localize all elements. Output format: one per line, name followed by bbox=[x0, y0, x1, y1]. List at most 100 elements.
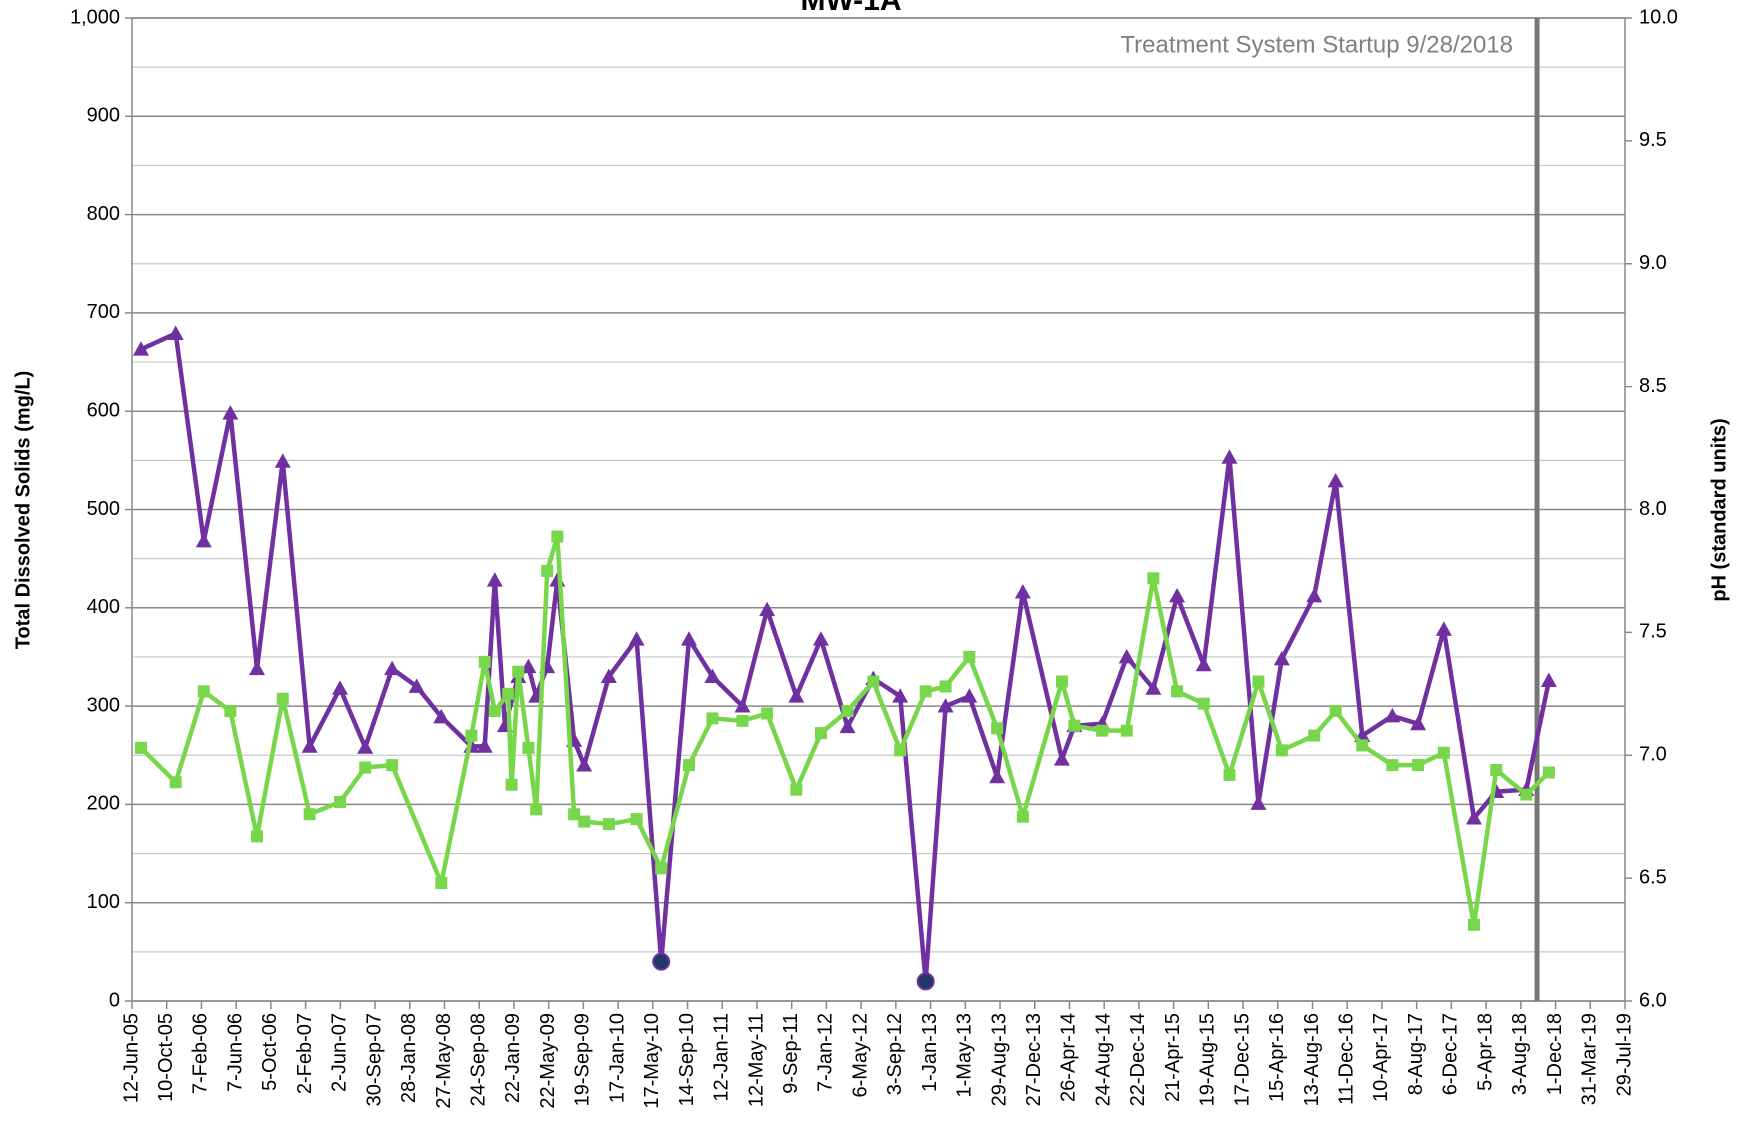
chart-title: MW-1A bbox=[800, 0, 901, 17]
y-tick-label: 300 bbox=[87, 694, 120, 716]
marker-square bbox=[963, 650, 976, 663]
marker-square bbox=[1275, 744, 1288, 757]
marker-square bbox=[276, 692, 289, 705]
marker-square bbox=[1520, 788, 1533, 801]
marker-square bbox=[919, 685, 932, 698]
marker-triangle bbox=[1306, 588, 1323, 603]
marker-square bbox=[814, 727, 827, 740]
y-tick-label: 0 bbox=[109, 989, 120, 1011]
y2-axis-label: pH (standard units) bbox=[1708, 418, 1730, 601]
marker-triangle bbox=[576, 757, 593, 772]
y2-tick-label: 9.0 bbox=[1639, 252, 1667, 274]
x-tick-label: 29-Aug-13 bbox=[988, 1013, 1010, 1106]
marker-square bbox=[541, 564, 554, 577]
marker-triangle bbox=[759, 601, 776, 617]
x-tick-label: 6-Dec-17 bbox=[1440, 1013, 1462, 1095]
marker-square bbox=[736, 714, 749, 727]
y2-tick-label: 7.5 bbox=[1639, 621, 1667, 643]
y2-tick-label: 8.0 bbox=[1639, 498, 1667, 520]
marker-square bbox=[1055, 675, 1068, 688]
marker-triangle bbox=[301, 738, 318, 753]
plot-frame bbox=[131, 17, 1626, 1002]
marker-square bbox=[1329, 705, 1342, 718]
x-tick-label: 19-Sep-09 bbox=[572, 1013, 594, 1106]
x-tick-label: 17-Dec-15 bbox=[1231, 1013, 1253, 1106]
marker-square bbox=[334, 795, 347, 808]
x-tick-label: 8-Aug-17 bbox=[1405, 1013, 1427, 1095]
marker-triangle bbox=[1145, 680, 1162, 695]
marker-triangle bbox=[600, 668, 617, 684]
x-tick-label: 7-Jan-12 bbox=[815, 1013, 837, 1092]
marker-triangle bbox=[222, 405, 239, 420]
marker-square bbox=[359, 761, 372, 774]
marker-square bbox=[488, 705, 501, 718]
marker-square bbox=[303, 808, 316, 821]
x-tick-label: 7-Jun-06 bbox=[224, 1013, 246, 1092]
marker-square bbox=[1171, 685, 1184, 698]
marker-triangle bbox=[1465, 810, 1482, 825]
marker-triangle bbox=[1435, 621, 1452, 636]
marker-square bbox=[1308, 729, 1321, 742]
marker-square bbox=[894, 744, 907, 757]
marker-square bbox=[1197, 697, 1210, 710]
x-tick-label: 22-May-09 bbox=[537, 1013, 559, 1109]
x-tick-label: 28-Jan-08 bbox=[398, 1013, 420, 1103]
marker-triangle bbox=[1250, 795, 1267, 810]
x-tick-label: 1-Dec-18 bbox=[1544, 1013, 1566, 1095]
marker-triangle bbox=[704, 668, 721, 684]
marker-square bbox=[1096, 724, 1109, 737]
marker-triangle bbox=[486, 572, 503, 587]
marker-nondetect bbox=[652, 952, 671, 971]
marker-triangle bbox=[274, 453, 291, 468]
x-tick-label: 21-Apr-15 bbox=[1162, 1013, 1184, 1102]
x-tick-label: 1-Jan-13 bbox=[919, 1013, 941, 1092]
y2-tick-label: 10.0 bbox=[1639, 6, 1678, 28]
marker-square bbox=[169, 776, 182, 789]
x-tick-label: 27-Dec-13 bbox=[1023, 1013, 1045, 1106]
x-tick-label: 12-Jun-05 bbox=[120, 1013, 142, 1103]
marker-square bbox=[761, 707, 774, 720]
y-tick-label: 600 bbox=[87, 399, 120, 421]
x-tick-label: 29-Jul-19 bbox=[1613, 1013, 1635, 1096]
x-tick-label: 31-Mar-19 bbox=[1579, 1013, 1601, 1105]
marker-triangle bbox=[1014, 584, 1031, 599]
x-tick-label: 7-Feb-06 bbox=[190, 1013, 212, 1094]
marker-square bbox=[1016, 810, 1029, 823]
marker-square bbox=[602, 818, 615, 831]
marker-square bbox=[551, 530, 564, 543]
marker-square bbox=[841, 705, 854, 718]
marker-square bbox=[505, 778, 518, 791]
marker-square bbox=[1490, 763, 1503, 776]
marker-triangle bbox=[989, 768, 1006, 784]
marker-square bbox=[867, 675, 880, 688]
marker-triangle bbox=[1221, 449, 1238, 464]
marker-square bbox=[1412, 759, 1425, 772]
marker-triangle bbox=[1384, 707, 1401, 723]
marker-triangle bbox=[1118, 648, 1135, 664]
marker-square bbox=[465, 729, 478, 742]
x-tick-label: 5-Apr-18 bbox=[1474, 1013, 1496, 1091]
y-tick-label: 700 bbox=[87, 301, 120, 323]
x-tick-label: 12-May-11 bbox=[745, 1013, 767, 1107]
marker-square bbox=[478, 655, 491, 668]
marker-triangle bbox=[248, 660, 265, 676]
x-tick-label: 3-Sep-12 bbox=[884, 1013, 906, 1095]
marker-square bbox=[1437, 746, 1450, 759]
x-tick-label: 5-Oct-06 bbox=[259, 1013, 281, 1091]
marker-triangle bbox=[628, 631, 645, 646]
marker-triangle bbox=[332, 680, 349, 695]
x-tick-label: 17-May-10 bbox=[641, 1013, 663, 1109]
marker-triangle bbox=[680, 631, 697, 646]
marker-triangle bbox=[1273, 650, 1290, 666]
x-tick-label: 27-May-08 bbox=[433, 1013, 455, 1109]
y-tick-label: 100 bbox=[87, 891, 120, 913]
x-tick-label: 10-Oct-05 bbox=[155, 1013, 177, 1102]
marker-triangle bbox=[132, 341, 149, 356]
marker-square bbox=[1068, 719, 1081, 732]
y-tick-label: 400 bbox=[87, 596, 120, 618]
x-tick-label: 30-Sep-07 bbox=[363, 1013, 385, 1106]
marker-triangle bbox=[1410, 715, 1427, 731]
marker-square bbox=[512, 665, 525, 678]
x-tick-label: 15-Apr-16 bbox=[1266, 1013, 1288, 1102]
